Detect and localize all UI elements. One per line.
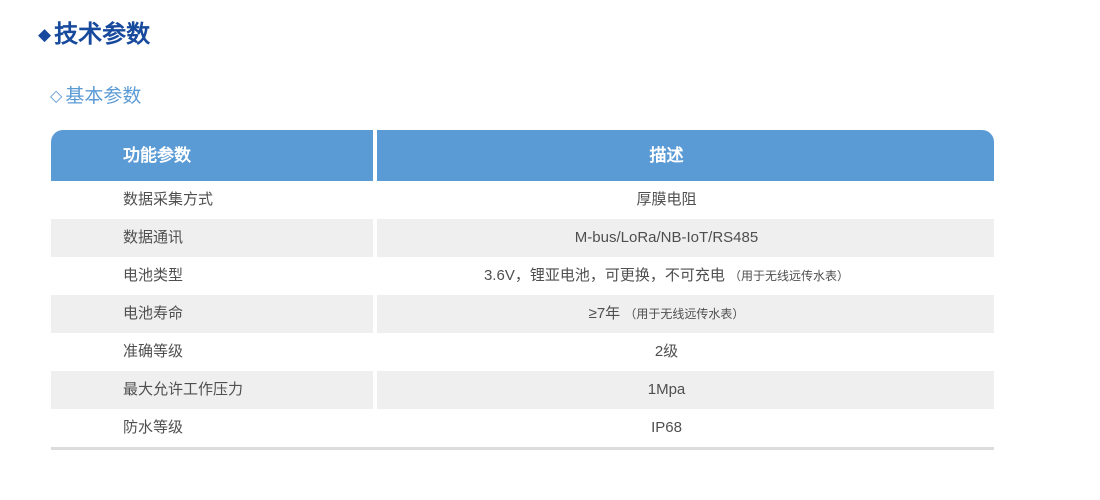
subsection-title-text: 基本参数 [65,86,142,107]
column-header-description: 描述 [377,130,994,181]
description-text: ≥7年 [588,305,625,322]
parameter-cell: 电池寿命 [51,295,373,333]
description-cell: M-bus/LoRa/NB-IoT/RS485 [377,219,994,257]
table-row: 电池寿命 ≥7年 （用于无线远传水表） [51,295,994,333]
section-title: ◆ 技术参数 [38,18,1100,51]
description-cell: 厚膜电阻 [377,181,994,219]
description-cell: IP68 [377,409,994,447]
usage-note: （用于无线远传水表） [729,269,850,283]
description-cell: 2级 [377,333,994,371]
table-row: 最大允许工作压力 1Mpa [51,371,994,409]
description-text: M-bus/LoRa/NB-IoT/RS485 [574,229,759,246]
description-text: 2级 [654,343,679,360]
table-header-row: 功能参数 描述 [51,130,994,181]
description-text: IP68 [651,419,682,436]
description-text: 1Mpa [647,381,686,398]
description-text: 3.6V，锂亚电池，可更换，不可充电 [483,267,729,284]
subsection-title: ◇ 基本参数 [50,83,1100,110]
description-text: 厚膜电阻 [636,191,697,208]
table-row: 数据采集方式 厚膜电阻 [51,181,994,219]
filled-diamond-icon: ◆ [38,25,52,44]
description-cell: ≥7年 （用于无线远传水表） [377,295,994,333]
column-header-parameter: 功能参数 [51,130,373,181]
table-row: 电池类型 3.6V，锂亚电池，可更换，不可充电 （用于无线远传水表） [51,257,994,295]
parameter-cell: 准确等级 [51,333,373,371]
table-row: 数据通讯 M-bus/LoRa/NB-IoT/RS485 [51,219,994,257]
basic-parameters-table: 功能参数 描述 数据采集方式 厚膜电阻 数据通讯 M-bus/LoRa/NB-I… [51,130,994,450]
table-body: 数据采集方式 厚膜电阻 数据通讯 M-bus/LoRa/NB-IoT/RS485… [51,181,994,447]
parameter-cell: 数据采集方式 [51,181,373,219]
parameter-cell: 最大允许工作压力 [51,371,373,409]
hollow-diamond-icon: ◇ [50,88,63,105]
section-title-text: 技术参数 [54,21,151,48]
parameter-cell: 电池类型 [51,257,373,295]
description-cell: 3.6V，锂亚电池，可更换，不可充电 （用于无线远传水表） [377,257,994,295]
usage-note: （用于无线远传水表） [624,307,745,321]
table-row: 防水等级 IP68 [51,409,994,447]
parameter-cell: 防水等级 [51,409,373,447]
parameter-cell: 数据通讯 [51,219,373,257]
table-row: 准确等级 2级 [51,333,994,371]
description-cell: 1Mpa [377,371,994,409]
